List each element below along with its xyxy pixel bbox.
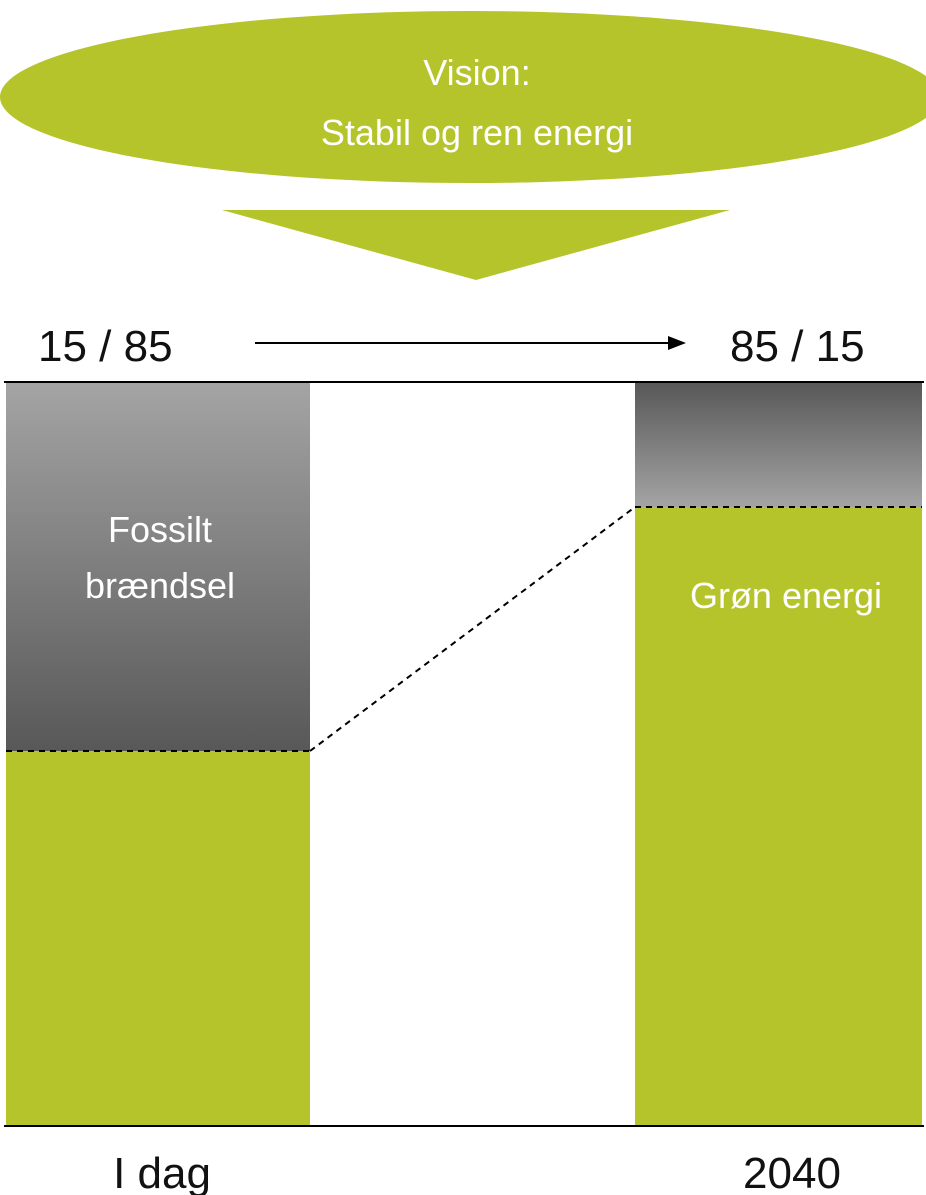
transition-arrow-head xyxy=(668,336,686,350)
vision-title: Vision: xyxy=(423,52,530,93)
vision-ellipse xyxy=(0,11,926,183)
bar-today-fossil xyxy=(6,383,310,751)
fossil-label-line1: Fossilt xyxy=(108,509,212,550)
bar-target-fossil xyxy=(635,383,922,507)
fossil-label-line2: brændsel xyxy=(85,565,235,606)
ratio-target: 85 / 15 xyxy=(730,322,865,371)
dashed-connector xyxy=(309,506,636,752)
ratio-today: 15 / 85 xyxy=(38,322,173,371)
label-today: I dag xyxy=(113,1149,211,1195)
bar-target-green xyxy=(635,507,922,1125)
bar-today-green xyxy=(6,751,310,1125)
green-energy-label: Grøn energi xyxy=(690,575,882,616)
vision-subtitle: Stabil og ren energi xyxy=(321,112,633,153)
label-target: 2040 xyxy=(743,1149,841,1195)
down-arrow-triangle xyxy=(222,210,730,280)
